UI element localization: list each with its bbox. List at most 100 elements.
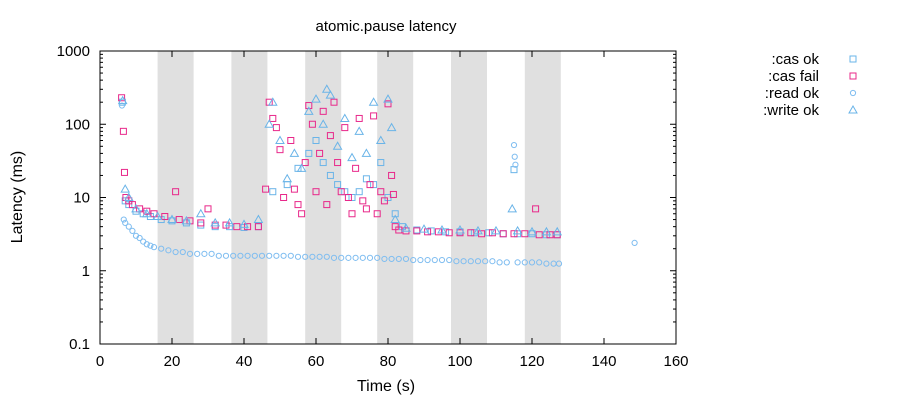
point-read-ok xyxy=(474,258,482,265)
point-read-ok xyxy=(150,244,158,251)
point-cas-fail xyxy=(244,223,252,231)
point-write-ok xyxy=(386,122,397,132)
point-write-ok xyxy=(120,184,131,193)
point-cas-fail xyxy=(359,197,367,205)
point-read-ok xyxy=(208,250,215,257)
x-axis-title: Time (s) xyxy=(357,378,415,395)
point-read-ok xyxy=(258,252,266,259)
point-read-ok xyxy=(503,259,510,266)
y-axis-title: Latency (ms) xyxy=(9,151,26,243)
x-tick-label: 40 xyxy=(236,353,253,370)
point-cas-fail xyxy=(355,114,363,122)
point-cas-fail xyxy=(395,226,403,234)
point-cas-fail xyxy=(362,205,370,213)
point-cas-fail xyxy=(280,194,288,201)
point-write-ok xyxy=(282,173,293,183)
point-read-ok xyxy=(402,255,410,263)
point-cas-ok xyxy=(312,137,320,145)
point-read-ok xyxy=(309,253,316,260)
point-write-ok xyxy=(152,211,163,221)
point-read-ok xyxy=(388,255,395,263)
shaded-interval xyxy=(231,51,268,344)
y-tick-label: 0.1 xyxy=(69,336,90,353)
data-points xyxy=(117,84,638,267)
point-read-ok xyxy=(555,260,563,267)
point-cas-fail xyxy=(143,207,151,215)
point-write-ok xyxy=(239,219,249,228)
point-read-ok xyxy=(147,242,154,249)
point-cas-ok xyxy=(377,159,385,167)
y-tick-label: 100 xyxy=(65,116,90,133)
point-write-ok xyxy=(253,214,264,224)
point-write-ok xyxy=(264,119,275,128)
point-read-ok xyxy=(543,260,550,267)
point-cas-fail xyxy=(120,168,128,176)
point-cas-fail xyxy=(319,107,327,115)
axis-ticks: 0 20 40 60 80 100 120 140 160 0.1 1 10 100 1000 xyxy=(57,43,689,370)
point-read-ok xyxy=(215,252,222,259)
point-cas-fail xyxy=(389,190,397,198)
point-read-ok xyxy=(158,245,165,252)
shaded-interval xyxy=(524,51,561,344)
point-read-ok xyxy=(338,254,345,261)
legend-label-read-ok: :read ok xyxy=(765,85,820,102)
point-cas-ok xyxy=(226,223,234,231)
point-cas-ok xyxy=(470,229,478,237)
point-cas-fail xyxy=(161,213,169,221)
shaded-interval xyxy=(451,51,487,344)
point-read-ok xyxy=(631,239,638,246)
point-write-ok xyxy=(267,97,278,106)
point-write-ok xyxy=(224,217,235,227)
point-read-ok xyxy=(345,254,352,261)
point-read-ok xyxy=(118,102,126,109)
point-cas-fail xyxy=(128,201,136,209)
legend-marker-write-ok xyxy=(848,104,858,114)
point-read-ok xyxy=(536,259,543,266)
point-cas-fail xyxy=(204,205,212,213)
point-cas-ok xyxy=(370,181,378,189)
point-write-ok xyxy=(383,94,393,103)
point-cas-fail xyxy=(305,102,313,110)
point-write-ok xyxy=(419,224,429,233)
y-tick-label: 1000 xyxy=(57,43,90,60)
legend-label-cas-fail: :cas fail xyxy=(768,68,819,85)
point-write-ok xyxy=(181,215,192,225)
point-read-ok xyxy=(374,254,381,261)
point-cas-fail xyxy=(262,185,270,193)
x-tick-label: 80 xyxy=(380,353,397,370)
point-cas-fail xyxy=(499,230,507,238)
point-read-ok xyxy=(510,141,518,149)
point-write-ok xyxy=(123,192,134,201)
point-write-ok xyxy=(210,217,221,227)
point-cas-fail xyxy=(337,188,345,196)
x-tick-label: 20 xyxy=(164,353,181,370)
point-read-ok xyxy=(316,253,323,260)
point-cas-fail xyxy=(290,185,298,193)
x-tick-label: 100 xyxy=(447,353,472,370)
point-cas-fail xyxy=(294,201,302,209)
point-cas-ok xyxy=(355,188,363,196)
point-cas-ok xyxy=(485,229,493,237)
point-cas-fail xyxy=(269,114,277,122)
point-write-ok xyxy=(296,163,307,172)
point-cas-fail xyxy=(323,201,331,209)
point-cas-ok xyxy=(132,207,140,215)
point-read-ok xyxy=(482,258,489,265)
point-read-ok xyxy=(395,255,402,263)
point-read-ok xyxy=(352,254,359,261)
point-read-ok xyxy=(165,247,172,254)
point-read-ok xyxy=(467,258,474,265)
point-read-ok xyxy=(460,258,467,265)
x-tick-label: 60 xyxy=(308,353,325,370)
point-cas-fail xyxy=(298,210,306,218)
point-write-ok xyxy=(289,148,300,157)
point-cas-fail xyxy=(326,132,334,140)
point-read-ok xyxy=(280,252,287,259)
point-cas-ok xyxy=(305,149,313,157)
point-read-ok xyxy=(496,259,503,266)
point-cas-fail xyxy=(254,223,262,231)
point-cas-ok xyxy=(326,171,334,179)
point-write-ok xyxy=(437,224,447,234)
